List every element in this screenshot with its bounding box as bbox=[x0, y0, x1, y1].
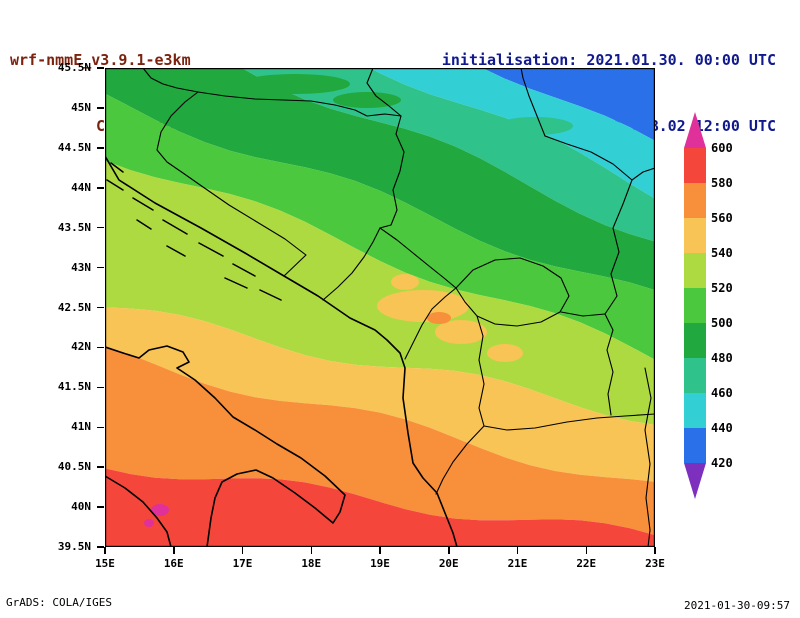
colorbar-box bbox=[684, 183, 706, 218]
fill-patch bbox=[240, 74, 350, 94]
colorbar-under-arrow bbox=[684, 463, 706, 499]
lon-label: 21E bbox=[496, 557, 540, 570]
lon-tick bbox=[654, 547, 656, 554]
colorbar-box bbox=[684, 323, 706, 358]
colorbar-tick: 480 bbox=[711, 351, 733, 365]
lon-label: 19E bbox=[358, 557, 402, 570]
grads-forecast-page: wrf-nmmE_v3.9.1-e3km CSDSF W/m2 initiali… bbox=[0, 0, 800, 618]
colorbar-tick: 420 bbox=[711, 456, 733, 470]
colorbar-box bbox=[684, 218, 706, 253]
longitude-axis: 15E16E17E18E19E20E21E22E23E bbox=[105, 547, 657, 581]
colorbar-tick: 560 bbox=[711, 211, 733, 225]
lon-label: 15E bbox=[83, 557, 127, 570]
lat-tick bbox=[97, 546, 104, 548]
lat-tick bbox=[97, 67, 104, 69]
colorbar-tick: 500 bbox=[711, 316, 733, 330]
lat-tick bbox=[97, 267, 104, 269]
map-plot bbox=[105, 68, 655, 547]
colorbar-box bbox=[684, 288, 706, 323]
colorbar-box bbox=[684, 148, 706, 183]
lat-tick bbox=[97, 307, 104, 309]
lat-label: 42N bbox=[31, 340, 91, 353]
lat-tick bbox=[97, 387, 104, 389]
lat-tick bbox=[97, 107, 104, 109]
lat-tick bbox=[97, 506, 104, 508]
lon-tick bbox=[104, 547, 106, 554]
lon-tick bbox=[517, 547, 519, 554]
colorbar-tick: 460 bbox=[711, 386, 733, 400]
map-canvas bbox=[105, 68, 655, 547]
lon-tick bbox=[173, 547, 175, 554]
colorbar-tick: 600 bbox=[711, 141, 733, 155]
grads-credit: GrADS: COLA/IGES bbox=[6, 596, 112, 609]
lat-label: 40.5N bbox=[31, 460, 91, 473]
fill-patch bbox=[144, 519, 154, 527]
colorbar: 600 580 560 540 520 500 480 460 440 420 bbox=[676, 108, 748, 508]
lat-label: 45.5N bbox=[31, 61, 91, 74]
lon-label: 23E bbox=[633, 557, 677, 570]
lat-tick bbox=[97, 227, 104, 229]
colorbar-box bbox=[684, 393, 706, 428]
creation-timestamp: 2021-01-30-09:57 bbox=[684, 599, 790, 612]
lon-tick bbox=[311, 547, 313, 554]
lat-tick bbox=[97, 147, 104, 149]
fill-patch bbox=[427, 312, 451, 324]
lat-tick bbox=[97, 187, 104, 189]
lat-tick bbox=[97, 347, 104, 349]
lat-label: 43.5N bbox=[31, 221, 91, 234]
lon-label: 16E bbox=[152, 557, 196, 570]
lat-label: 42.5N bbox=[31, 301, 91, 314]
lat-label: 41N bbox=[31, 420, 91, 433]
lon-tick bbox=[448, 547, 450, 554]
lat-label: 44.5N bbox=[31, 141, 91, 154]
fill-patch bbox=[377, 290, 469, 322]
fill-patch bbox=[487, 344, 523, 362]
lat-label: 44N bbox=[31, 181, 91, 194]
lat-label: 39.5N bbox=[31, 540, 91, 553]
fill-patch bbox=[497, 117, 573, 135]
lon-tick bbox=[379, 547, 381, 554]
lat-label: 45N bbox=[31, 101, 91, 114]
colorbar-tick: 520 bbox=[711, 281, 733, 295]
lat-tick bbox=[97, 466, 104, 468]
lon-label: 18E bbox=[289, 557, 333, 570]
colorbar-tick: 580 bbox=[711, 176, 733, 190]
lon-tick bbox=[586, 547, 588, 554]
colorbar-over-arrow bbox=[684, 112, 706, 148]
fill-patch bbox=[333, 92, 401, 108]
lat-label: 41.5N bbox=[31, 380, 91, 393]
lat-label: 40N bbox=[31, 500, 91, 513]
lon-label: 22E bbox=[564, 557, 608, 570]
lat-label: 43N bbox=[31, 261, 91, 274]
colorbar-tick: 440 bbox=[711, 421, 733, 435]
lon-label: 20E bbox=[427, 557, 471, 570]
lon-label: 17E bbox=[221, 557, 265, 570]
colorbar-tick: 540 bbox=[711, 246, 733, 260]
colorbar-box bbox=[684, 428, 706, 463]
lat-tick bbox=[97, 427, 104, 429]
lon-tick bbox=[242, 547, 244, 554]
fill-patch bbox=[391, 274, 419, 290]
colorbar-box bbox=[684, 253, 706, 288]
latitude-axis: 45.5N45N44.5N44N43.5N43N42.5N42N41.5N41N… bbox=[0, 68, 105, 547]
colorbar-box bbox=[684, 358, 706, 393]
